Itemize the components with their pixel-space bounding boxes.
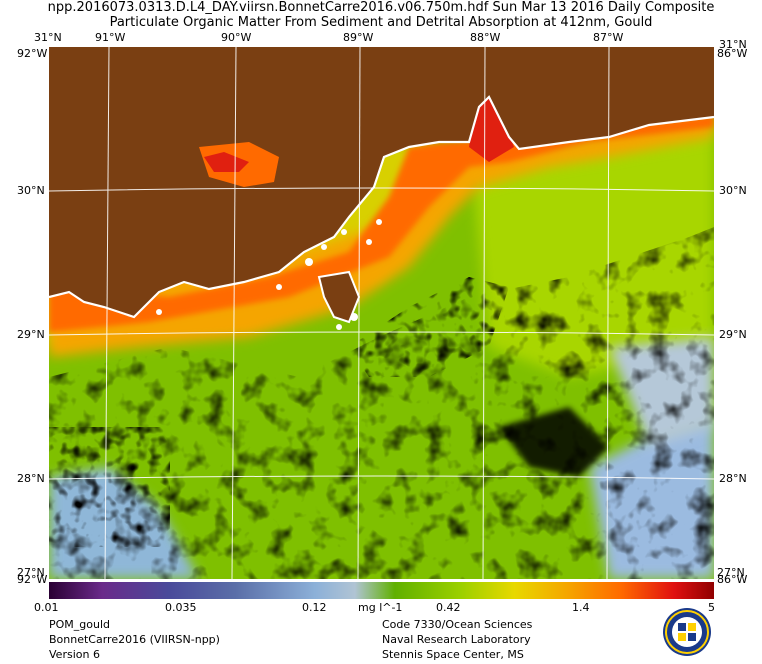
- lat-label-30n-right: 30°N: [719, 184, 747, 197]
- lon-label-88w: 88°W: [470, 31, 501, 44]
- corner-lon-top-left: 92°W: [17, 47, 48, 60]
- corner-lat-bottom-right: 27°N: [717, 566, 745, 579]
- colorbar: [49, 582, 714, 599]
- lat-label-30n-left: 30°N: [17, 184, 45, 197]
- satellite-map: [49, 47, 714, 579]
- colorbar-tick-5: 5: [708, 601, 715, 614]
- lat-label-29n-left: 29°N: [17, 328, 45, 341]
- title-line-2: Particulate Organic Matter From Sediment…: [109, 15, 653, 30]
- lon-label-89w: 89°W: [343, 31, 374, 44]
- version-label: Version 6: [49, 648, 100, 661]
- lon-label-90w: 90°W: [221, 31, 252, 44]
- corner-lon-bottom-right: 86°W: [717, 573, 748, 586]
- navy-lab-seal-icon: [663, 608, 711, 656]
- lat-label-29n-right: 29°N: [719, 328, 747, 341]
- corner-lat-top-right: 31°N: [719, 38, 747, 51]
- corner-lat-top-left: 31°N: [34, 31, 62, 44]
- corner-lon-top-right: 86°W: [717, 47, 748, 60]
- colorbar-unit: mg l^-1: [358, 601, 403, 614]
- lon-label-91w: 91°W: [95, 31, 126, 44]
- org-name: Naval Research Laboratory: [382, 633, 531, 646]
- colorbar-tick-3: 0.42: [436, 601, 461, 614]
- corner-lon-bottom-left: 92°W: [17, 573, 48, 586]
- lat-label-28n-right: 28°N: [719, 472, 747, 485]
- product-name: POM_gould: [49, 618, 111, 631]
- colorbar-tick-2: 0.12: [302, 601, 327, 614]
- lon-label-87w: 87°W: [593, 31, 624, 44]
- org-code: Code 7330/Ocean Sciences: [382, 618, 533, 631]
- colorbar-tick-1: 0.035: [165, 601, 197, 614]
- colorbar-tick-4: 1.4: [572, 601, 590, 614]
- graticule: [49, 47, 714, 579]
- title-line-1: npp.2016073.0313.D.L4_DAY.viirsn.BonnetC…: [47, 0, 715, 15]
- corner-lat-bottom-left: 27°N: [17, 566, 45, 579]
- dataset-name: BonnetCarre2016 (VIIRSN-npp): [49, 633, 220, 646]
- colorbar-tick-0: 0.01: [34, 601, 59, 614]
- land-mass: [49, 47, 714, 317]
- org-location: Stennis Space Center, MS: [382, 648, 524, 661]
- lat-label-28n-left: 28°N: [17, 472, 45, 485]
